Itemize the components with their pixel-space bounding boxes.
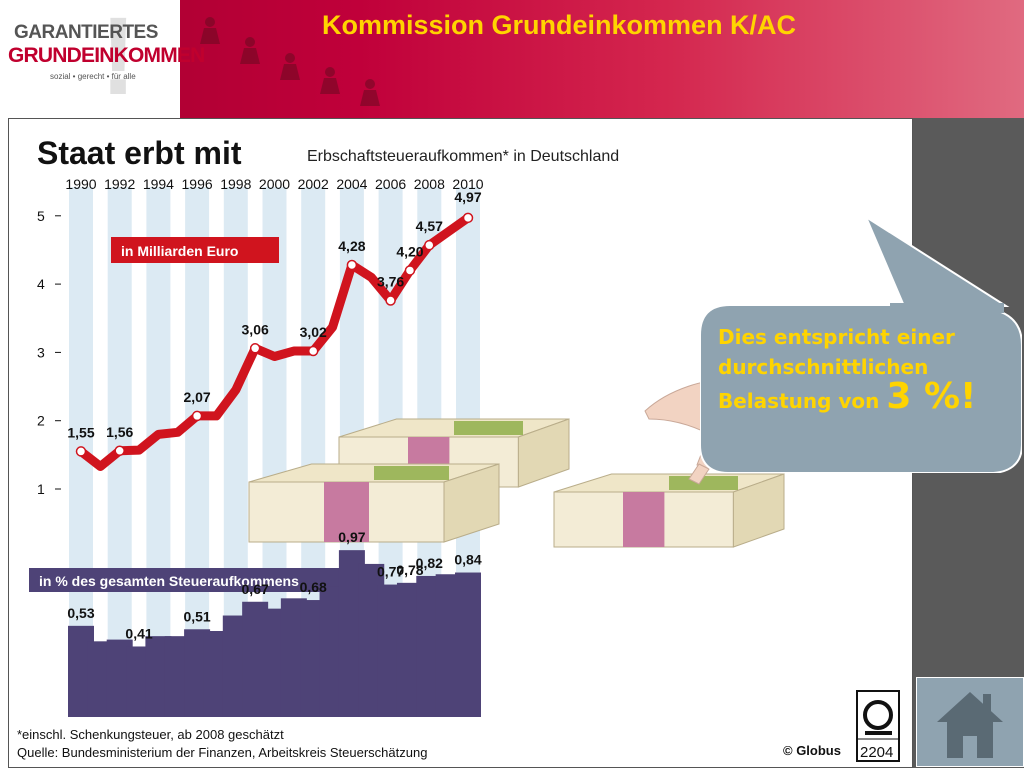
x-tick-label: 2008 — [414, 176, 445, 192]
bar-data-label: 0,82 — [416, 555, 443, 571]
bar-data-label: 0,67 — [242, 581, 269, 597]
badge-number: 2204 — [860, 744, 893, 761]
unit-badge: in Milliarden Euro — [111, 237, 279, 263]
callout-line3: Belastung von 3 %! — [718, 379, 1018, 416]
credit: © Globus — [783, 743, 841, 758]
line-data-label: 4,57 — [416, 218, 443, 234]
line-data-label: 1,55 — [67, 424, 94, 440]
percent-label: in % des gesamten Steueraufkommens — [39, 573, 299, 589]
line-point — [404, 265, 416, 276]
x-tick-label: 2006 — [375, 176, 406, 192]
home-icon — [937, 692, 1003, 758]
line-data-label: 4,28 — [338, 238, 365, 254]
header-bar: ! GARANTIERTES GRUNDEINKOMMEN sozial • g… — [0, 0, 1024, 118]
line-point — [346, 259, 358, 271]
y-tick-label: 5 — [37, 208, 45, 224]
callout-pointer — [864, 215, 1010, 313]
line-point — [191, 410, 203, 422]
line-data-label: 3,02 — [300, 324, 327, 340]
bar-data-label: 0,68 — [300, 579, 327, 595]
banknote-stack-icon — [248, 418, 785, 548]
x-tick-label: 1992 — [104, 176, 135, 192]
callout-line1: Dies entspricht einer — [718, 325, 955, 349]
y-tick-label: 3 — [37, 344, 45, 360]
bar-data-label: 0,97 — [338, 529, 365, 545]
callout-line2: durchschnittlichen — [718, 355, 929, 379]
grid-band — [146, 187, 171, 717]
bar-data-label: 0,77 — [377, 564, 404, 580]
x-tick-label: 2010 — [452, 176, 483, 192]
logo-line2: GRUNDEINKOMMEN — [8, 44, 205, 67]
home-button[interactable] — [916, 677, 1024, 767]
x-tick-label: 1990 — [65, 176, 96, 192]
callout-text: Dies entspricht einer durchschnittlichen… — [718, 322, 1018, 416]
line-point — [424, 239, 435, 251]
x-tick-label: 1994 — [143, 176, 174, 192]
exclamation-icon: ! — [100, 0, 137, 118]
bar-data-label: 0,78 — [396, 562, 423, 578]
page-title: Kommission Grundeinkommen K/AC — [322, 10, 797, 40]
x-tick-label: 2002 — [298, 176, 329, 192]
line-point — [462, 212, 474, 224]
chart-container: 1 2 3 4 5 1990 1992 1994 1996 1998 2000 2002 2004 20… — [8, 118, 913, 768]
chart-subtitle: Erbschaftsteueraufkommen* in Deutschland — [307, 148, 619, 165]
x-tick-label: 2000 — [259, 176, 290, 192]
callout-value: 3 %! — [886, 376, 977, 417]
line-point — [385, 295, 396, 306]
line-data-label: 1,56 — [106, 424, 133, 440]
grid-band — [185, 187, 210, 717]
x-tick-label: 2004 — [336, 176, 367, 192]
series-line — [78, 214, 471, 471]
callout-line3-prefix: Belastung von — [718, 389, 887, 413]
line-data-label: 4,97 — [454, 189, 481, 205]
line-point — [249, 343, 261, 354]
line-data-label: 2,07 — [183, 389, 210, 405]
bar-data-label: 0,51 — [183, 608, 210, 624]
logo-tagline: sozial • gerecht • für alle — [50, 72, 136, 81]
x-tick-label: 1996 — [182, 176, 213, 192]
percent-badge: in % des gesamten Steueraufkommens — [29, 568, 377, 592]
bar-data-label: 0,41 — [125, 625, 152, 641]
logo: ! GARANTIERTES GRUNDEINKOMMEN sozial • g… — [0, 0, 205, 118]
dancing-figures-icon — [200, 17, 380, 106]
line-data-label: 3,76 — [377, 273, 404, 289]
bar-data-label: 0,53 — [67, 605, 94, 621]
source-note: Quelle: Bundesministerium der Finanzen, … — [17, 745, 427, 760]
line-point — [75, 446, 87, 457]
chart-title: Staat erbt mit — [37, 135, 242, 171]
line-data-label: 4,20 — [396, 243, 423, 259]
footnote: *einschl. Schenkungsteuer, ab 2008 gesch… — [17, 727, 284, 742]
bar-data-label: 0,84 — [454, 552, 481, 568]
globus-logo-icon: 2204 — [856, 690, 900, 762]
logo-line1: GARANTIERTES — [14, 22, 158, 43]
line-data-label: 3,06 — [242, 321, 269, 337]
y-tick-label: 1 — [37, 481, 45, 497]
line-point — [307, 345, 319, 357]
x-tick-label: 1998 — [220, 176, 251, 192]
y-tick-label: 2 — [37, 413, 45, 429]
unit-label: in Milliarden Euro — [121, 243, 238, 259]
line-point — [114, 445, 125, 457]
y-tick-label: 4 — [37, 276, 45, 292]
bar — [455, 572, 481, 717]
